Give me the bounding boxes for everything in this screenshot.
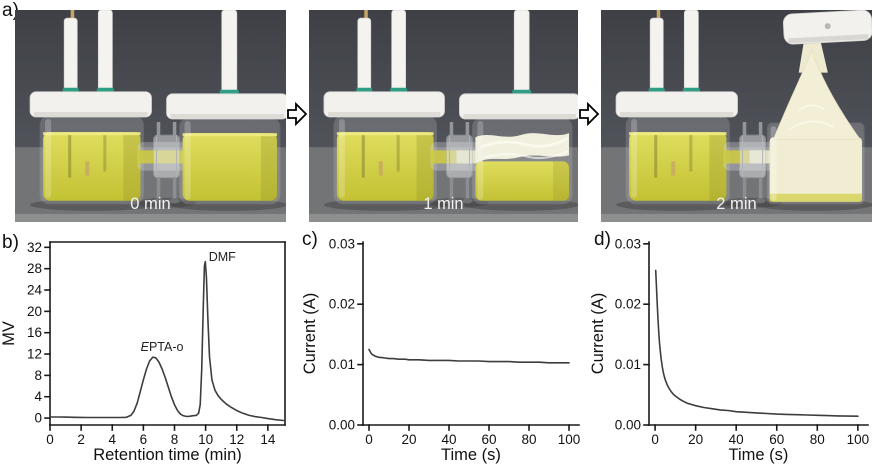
svg-text:2: 2 <box>77 432 85 447</box>
svg-text:4: 4 <box>34 389 42 404</box>
svg-text:8: 8 <box>171 432 179 447</box>
svg-text:16: 16 <box>27 325 42 340</box>
svg-text:Retention time (min): Retention time (min) <box>93 446 242 464</box>
photo-2min: 2 min <box>601 10 872 222</box>
svg-text:20: 20 <box>401 432 416 447</box>
photo-1min: 1 min <box>309 10 578 222</box>
svg-text:Current (A): Current (A) <box>589 293 607 375</box>
svg-text:40: 40 <box>441 432 456 447</box>
chart-d-svg: 0 20 40 60 80 100 0.00 0.01 0.02 0.03 Time (s) Curr… <box>589 236 870 464</box>
svg-text:0.00: 0.00 <box>329 418 355 433</box>
panel-a-label: a) <box>2 0 19 21</box>
svg-text:80: 80 <box>810 432 825 447</box>
svg-text:12: 12 <box>229 432 244 447</box>
photo-1min-image: 1 min <box>309 10 578 222</box>
svg-text:0: 0 <box>651 432 659 447</box>
panel-c-label: c) <box>302 229 318 250</box>
photo-0min-image: 0 min <box>15 10 286 222</box>
svg-text:4: 4 <box>108 432 116 447</box>
svg-text:0: 0 <box>34 411 42 426</box>
svg-text:12: 12 <box>27 347 42 362</box>
svg-text:6: 6 <box>140 432 148 447</box>
photo-caption-1min: 1 min <box>423 194 463 213</box>
svg-text:0.02: 0.02 <box>615 297 641 312</box>
svg-text:14: 14 <box>260 432 276 447</box>
photo-2min-image: 2 min <box>601 10 872 222</box>
foam-cone <box>773 49 861 140</box>
svg-text:DMF: DMF <box>209 250 236 264</box>
lifted-cap <box>782 10 872 45</box>
chart-c-current: 0 20 40 60 80 100 0.00 0.01 0.02 0.03 Time (s) Curr… <box>295 230 585 468</box>
photo-caption-2min: 2 min <box>716 194 756 213</box>
svg-text:20: 20 <box>688 432 703 447</box>
svg-text:0: 0 <box>46 432 54 447</box>
svg-text:32: 32 <box>27 240 42 255</box>
svg-text:24: 24 <box>27 283 43 298</box>
svg-text:40: 40 <box>729 432 744 447</box>
svg-text:Time (s): Time (s) <box>729 446 789 464</box>
chart-b-gpc: 0 2 4 6 8 10 12 14 0 4 8 12 16 20 24 28 32 Retention time… <box>0 230 292 468</box>
foamed-solution <box>475 161 570 201</box>
photo-caption-0min: 0 min <box>130 194 170 213</box>
svg-text:0.01: 0.01 <box>615 357 641 372</box>
step-arrow-icon <box>578 101 600 131</box>
panel-b-label: b) <box>2 232 19 253</box>
svg-text:100: 100 <box>847 432 870 447</box>
svg-text:0.01: 0.01 <box>329 357 355 372</box>
svg-text:Current (A): Current (A) <box>301 293 319 375</box>
step-arrow-icon <box>286 101 308 131</box>
svg-text:0.02: 0.02 <box>329 297 355 312</box>
svg-text:EPTA-o: EPTA-o <box>141 340 184 354</box>
svg-text:100: 100 <box>558 432 581 447</box>
svg-text:20: 20 <box>27 304 42 319</box>
svg-text:10: 10 <box>198 432 213 447</box>
chart-c-svg: 0 20 40 60 80 100 0.00 0.01 0.02 0.03 Time (s) Curr… <box>301 236 581 464</box>
svg-text:0.03: 0.03 <box>329 236 355 251</box>
svg-text:0.00: 0.00 <box>615 418 641 433</box>
svg-text:60: 60 <box>769 432 784 447</box>
foam-band <box>475 133 570 164</box>
svg-text:0: 0 <box>365 432 373 447</box>
chart-d-current: 0 20 40 60 80 100 0.00 0.01 0.02 0.03 Time (s) Curr… <box>585 230 874 468</box>
photo-0min: 0 min <box>15 10 286 222</box>
svg-text:28: 28 <box>27 261 42 276</box>
svg-text:Time (s): Time (s) <box>441 446 501 464</box>
panel-d-label: d) <box>594 229 611 250</box>
svg-text:8: 8 <box>34 368 42 383</box>
svg-text:MV: MV <box>0 321 18 346</box>
svg-text:80: 80 <box>521 432 536 447</box>
foam-fill <box>769 137 862 202</box>
svg-text:60: 60 <box>481 432 496 447</box>
svg-text:0.03: 0.03 <box>615 236 641 251</box>
